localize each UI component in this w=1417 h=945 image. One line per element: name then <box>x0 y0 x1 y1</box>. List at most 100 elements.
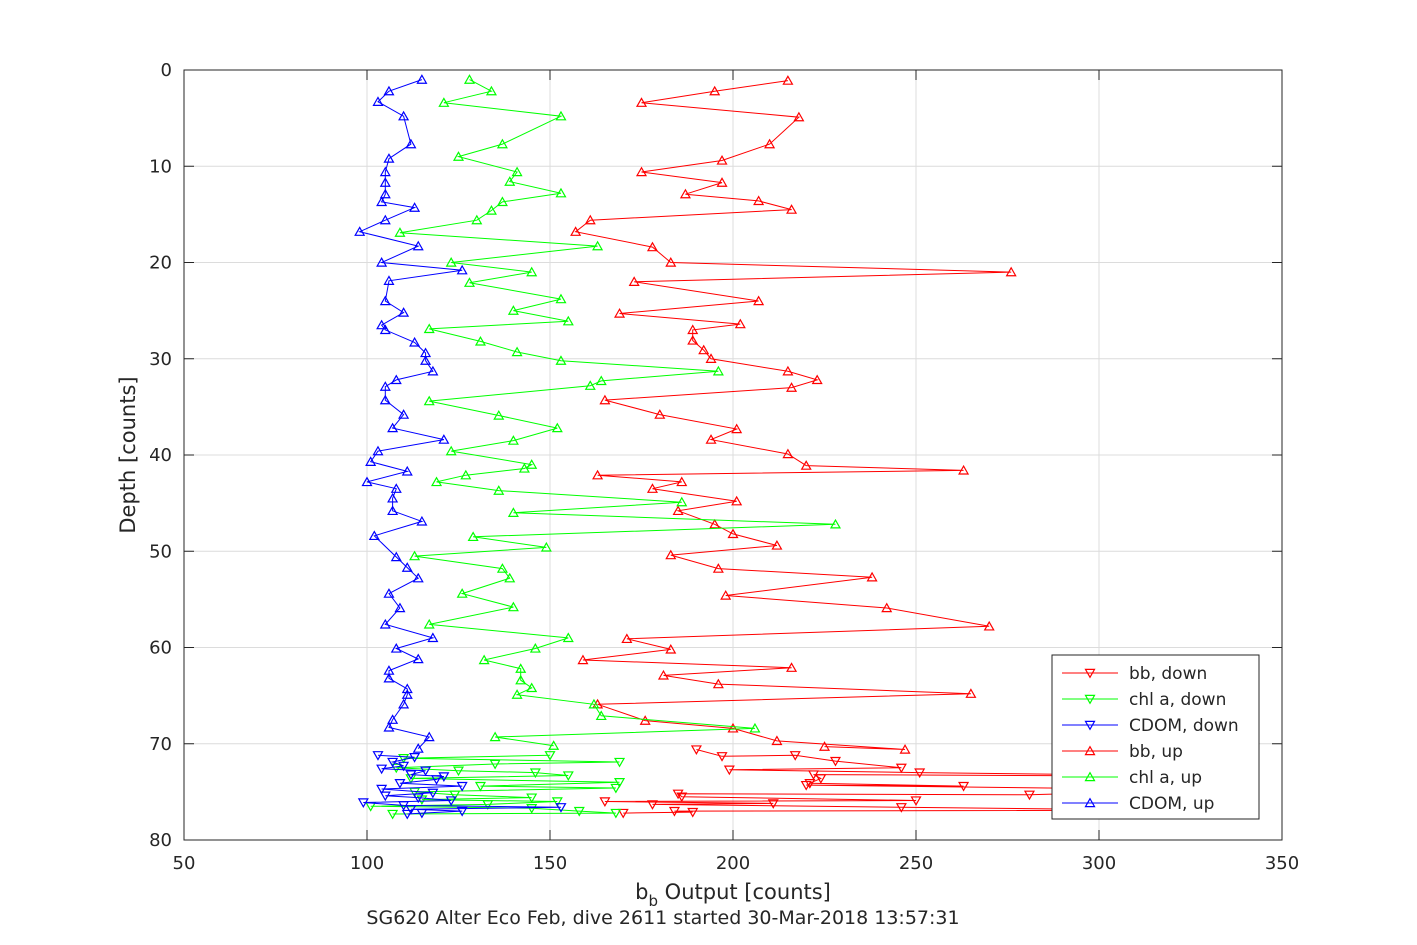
y-tick-label-0: 0 <box>161 60 172 81</box>
series-4-point-50 <box>478 654 490 665</box>
series-5-point-24 <box>427 365 439 376</box>
series-1-point-3 <box>489 759 501 770</box>
series-0-point-12 <box>800 780 812 791</box>
series-0-point-18 <box>599 797 611 807</box>
ticks <box>183 69 1283 841</box>
series-4-point-49 <box>529 642 541 653</box>
series-5-point-2 <box>372 96 384 106</box>
series-5-point-43 <box>383 588 395 598</box>
series-2-point-11 <box>376 784 388 795</box>
series-4-point-58 <box>489 731 501 742</box>
y-axis-label: Depth [counts] <box>116 376 140 533</box>
series-0-line <box>604 749 1246 814</box>
series-2-point-9 <box>394 779 406 789</box>
series-5-point-6 <box>379 166 391 177</box>
series-4-point-12 <box>394 227 406 237</box>
series-3-point-40 <box>727 528 739 539</box>
series-4-point-35 <box>431 476 443 487</box>
series-4-point-55 <box>588 698 600 709</box>
series-0-point-2 <box>789 751 801 761</box>
legend-entry-4: chl a, up <box>1129 768 1202 788</box>
series-5-point-44 <box>394 602 406 613</box>
series-1-point-4 <box>390 763 402 774</box>
series-3-point-16 <box>628 276 640 286</box>
legend-marker-1 <box>1084 694 1096 705</box>
series-3-point-57 <box>727 722 739 733</box>
legend: bb, down chl a, down CDOM, down bb, up chl a… <box>1051 654 1260 820</box>
series-3-point-6 <box>635 166 648 177</box>
series-4-point-43 <box>496 563 508 573</box>
series-3-point-56 <box>639 715 651 725</box>
legend-marker-0 <box>1084 668 1096 679</box>
series-4-point-32 <box>526 459 538 469</box>
series-4-point-38 <box>507 507 519 517</box>
series-2-line <box>363 754 562 815</box>
series-0-point-9 <box>815 774 827 784</box>
series-5-point-21 <box>409 336 421 347</box>
series-4-point-3 <box>555 110 567 121</box>
series-5-point-47 <box>390 642 402 653</box>
series-3-point-37 <box>731 495 743 506</box>
series-5-point-34 <box>361 476 373 487</box>
y-tick-label-6: 60 <box>149 638 172 659</box>
series-1-point-11 <box>610 783 622 794</box>
series-5-point-38 <box>416 515 428 526</box>
series-5-point-46 <box>427 632 439 643</box>
series-3-point-18 <box>614 308 626 318</box>
series-4-point-46 <box>507 601 519 612</box>
series-3-point-45 <box>720 590 732 600</box>
series-3-point-1 <box>709 85 721 96</box>
x-axis-label: bb Output [counts] <box>635 880 831 910</box>
series-3-point-54 <box>965 688 977 698</box>
series-5-point-25 <box>390 374 402 385</box>
series-5-point-13 <box>412 240 424 251</box>
series-3-point-12 <box>570 226 582 236</box>
series-3-point-48 <box>621 633 633 644</box>
series-2-point-15 <box>445 796 457 807</box>
series-4-point-28 <box>493 410 505 420</box>
series-1-point-10 <box>474 781 486 792</box>
y-tick-label-3: 30 <box>149 349 172 370</box>
x-tick-label-2: 150 <box>533 853 567 874</box>
series-3-point-30 <box>705 434 717 444</box>
series-1-point-21 <box>610 808 622 819</box>
series-0-point-0 <box>690 745 702 756</box>
series-1-point-17 <box>482 800 494 810</box>
x-axis-label-rest: Output [counts] <box>658 880 831 904</box>
series-0-point-24 <box>687 807 699 818</box>
series-4-point-57 <box>749 722 761 733</box>
series-4-point-17 <box>555 293 567 304</box>
series-2-point-12 <box>427 788 439 799</box>
series-3-point-42 <box>665 549 677 560</box>
series-1-point-22 <box>387 809 399 820</box>
x-tick-label-6: 350 <box>1265 853 1299 874</box>
series-1-point-1 <box>398 753 410 764</box>
series-3-point-9 <box>753 195 765 206</box>
series-3-point-7 <box>716 177 728 187</box>
series-0-point-3 <box>829 756 842 767</box>
series-4-point-30 <box>507 435 519 445</box>
series-3-point-11 <box>584 214 596 225</box>
series-3-point-52 <box>657 669 669 680</box>
series-0-point-23 <box>668 806 680 817</box>
series-1-point-20 <box>573 806 585 817</box>
series-1-point-16 <box>551 797 563 807</box>
series-3-point-26 <box>786 382 798 392</box>
series-3-point-27 <box>599 394 611 405</box>
series-layer <box>354 74 1251 820</box>
series-1-point-6 <box>529 768 541 779</box>
series-3-line <box>574 80 1012 750</box>
series-3-point-2 <box>635 97 648 107</box>
series-2-point-21 <box>416 808 428 819</box>
legend-entry-1: chl a, down <box>1129 690 1226 710</box>
series-2-point-18 <box>555 803 567 813</box>
series-2-point-1 <box>409 753 421 763</box>
series-5-point-42 <box>412 572 424 583</box>
series-3-point-28 <box>654 409 666 419</box>
series-3-point-8 <box>679 188 691 199</box>
series-5-point-56 <box>423 731 435 742</box>
series-3-point-43 <box>712 563 724 573</box>
series-3-point-17 <box>753 295 765 306</box>
series-4-point-56 <box>595 710 607 721</box>
series-2-point-2 <box>387 757 399 768</box>
